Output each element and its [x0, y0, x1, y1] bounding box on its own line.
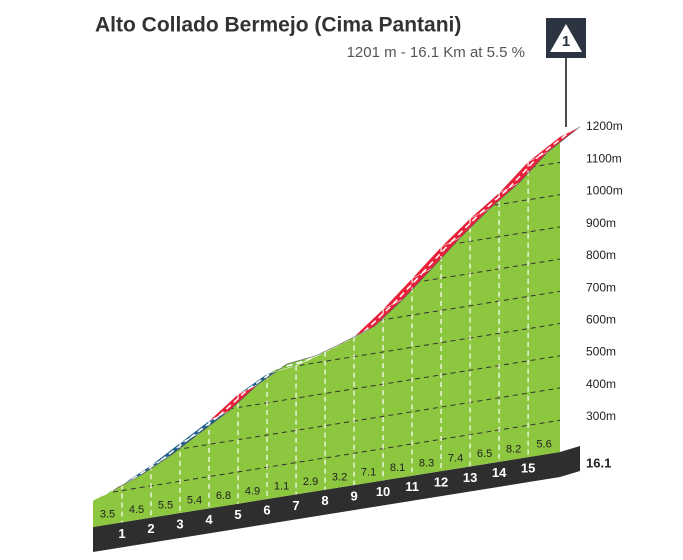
elevation-profile	[112, 126, 581, 491]
terrain-face	[499, 161, 529, 462]
grid-line	[93, 319, 560, 408]
ribbon-dash	[421, 241, 452, 274]
x-tick-label: 6	[263, 502, 270, 517]
ribbon-dash	[392, 272, 423, 305]
ribbon-dash	[479, 187, 510, 215]
x-tick-label: 8	[321, 493, 328, 508]
x-tick-label: 11	[405, 479, 419, 494]
x-tick-label: 1	[118, 526, 125, 541]
ribbon-dash	[160, 437, 191, 461]
y-tick-label: 900m	[586, 216, 616, 230]
gradient-label: 3.5	[100, 509, 115, 521]
ribbon-dash	[102, 478, 133, 497]
ribbon-dash	[363, 303, 394, 333]
terrain-face	[412, 246, 442, 476]
terrain-face	[383, 278, 413, 481]
x-tick-label: 10	[376, 484, 390, 499]
gradient-label: 6.5	[477, 448, 492, 460]
terrain-face	[441, 218, 471, 472]
x-tick-label: 14	[492, 465, 507, 480]
gradient-label: 5.5	[158, 499, 173, 511]
title: Alto Collado Bermejo (Cima Pantani)	[95, 14, 461, 37]
category-triangle	[550, 24, 582, 52]
gradient-label: 1.1	[274, 481, 289, 493]
x-tick-label: 2	[147, 521, 154, 536]
gradient-label: 2.9	[303, 476, 318, 488]
gradient-label: 4.5	[129, 504, 144, 516]
terrain-face	[470, 192, 500, 467]
ribbon-dash	[537, 131, 571, 158]
grid-line	[93, 352, 560, 440]
x-tick-label: 13	[463, 470, 477, 485]
x-tick-label: 9	[350, 489, 357, 504]
x-tick-label: 15	[521, 461, 535, 476]
grid-line	[93, 384, 560, 472]
gradient-label: 8.2	[506, 443, 521, 455]
grid-line	[93, 416, 560, 505]
subtitle: 1201 m - 16.1 Km at 5.5 %	[347, 44, 525, 61]
x-tick-label: 12	[434, 475, 448, 490]
terrain-face	[528, 136, 560, 458]
gradient-label: 8.3	[419, 457, 434, 469]
gradient-label: 7.4	[448, 453, 463, 465]
terrain-face	[296, 351, 326, 495]
terrain-face	[180, 420, 210, 514]
gradient-label: 3.2	[332, 471, 347, 483]
ribbon-dash	[247, 368, 278, 390]
terrain-face	[325, 336, 355, 490]
y-tick-label: 1200m	[586, 119, 623, 133]
x-tick-label: 4	[205, 512, 213, 527]
y-tick-label: 800m	[586, 248, 616, 262]
x-tick-label: 3	[176, 516, 183, 531]
y-tick-label: 1100m	[586, 151, 622, 165]
y-tick-label: 500m	[586, 345, 616, 359]
y-tick-label: 400m	[586, 377, 616, 391]
terrain-face	[93, 484, 123, 527]
ribbon-dash	[450, 212, 481, 243]
gradient-label: 4.9	[245, 485, 260, 497]
terrain-face	[354, 309, 384, 486]
y-tick-label: 300m	[586, 409, 616, 423]
ribbon-dash	[305, 345, 336, 362]
gradient-label: 6.8	[216, 490, 231, 502]
terrain-face	[209, 394, 239, 509]
terrain-face	[122, 465, 152, 523]
ribbon-dash	[131, 459, 162, 481]
category-label: 1	[562, 33, 570, 50]
y-tick-label: 700m	[586, 280, 616, 294]
x-tick-label: 16.1	[586, 455, 611, 470]
ribbon-dash	[508, 156, 539, 189]
terrain-face	[238, 373, 268, 504]
terrain-face	[267, 365, 297, 500]
base-strip	[93, 446, 580, 552]
gradient-label: 8.1	[390, 462, 405, 474]
ribbon-dash	[189, 415, 220, 439]
ribbon-dash	[218, 388, 249, 417]
y-tick-label: 1000m	[586, 184, 623, 198]
gradient-label: 5.6	[536, 438, 551, 450]
x-tick-label: 7	[292, 498, 299, 513]
gradient-label: 5.4	[187, 495, 202, 507]
y-tick-label: 600m	[586, 313, 616, 327]
x-tick-label: 5	[234, 507, 241, 522]
gradient-label: 7.1	[361, 467, 376, 479]
